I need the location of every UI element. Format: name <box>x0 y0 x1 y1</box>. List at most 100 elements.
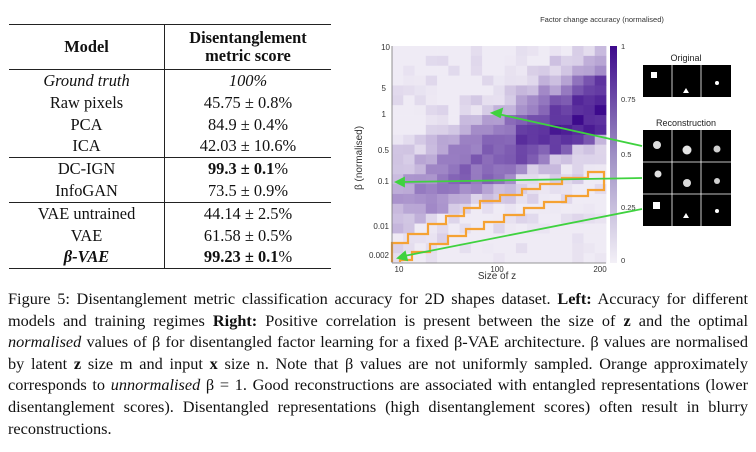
heatmap-cell <box>414 174 427 185</box>
heatmap-cell <box>493 124 506 136</box>
heatmap-cell <box>515 105 528 116</box>
colorbar-title: Factor change accuracy (normalised) <box>540 15 664 24</box>
heatmap-cell <box>527 223 539 234</box>
heatmap-cell <box>403 75 415 86</box>
heatmap-cell <box>425 115 438 126</box>
heatmap-cells <box>392 46 607 264</box>
heatmap-cell <box>493 115 506 126</box>
heatmap-cell <box>549 124 562 136</box>
y-tick-label: 5 <box>382 84 387 93</box>
heatmap-cell <box>482 55 494 67</box>
heatmap-cell <box>470 233 483 244</box>
heatmap-cell <box>493 164 506 175</box>
heatmap-cell <box>425 193 438 205</box>
heatmap-cell <box>572 164 584 175</box>
heatmap-cell <box>493 213 506 224</box>
recon-square <box>653 202 660 209</box>
heatmap-cell <box>437 75 449 86</box>
heatmap-cell <box>470 95 483 106</box>
heatmap-cell <box>470 85 483 96</box>
heatmap-cell <box>583 233 596 244</box>
heatmap-cell <box>583 164 596 175</box>
heatmap-cell <box>459 95 472 106</box>
heatmap-cell <box>504 223 517 234</box>
heatmap-cell <box>448 55 460 67</box>
heatmap-cell <box>470 124 483 136</box>
heatmap-cell <box>515 85 528 96</box>
heatmap-cell <box>594 243 607 254</box>
recon-ellipse <box>715 209 719 213</box>
y-tick-label: 1 <box>382 110 387 119</box>
heatmap-cell <box>538 154 551 165</box>
heatmap-cell <box>448 124 460 136</box>
heatmap-cell <box>504 124 517 136</box>
heatmap-cell <box>392 233 404 244</box>
heatmap-cell <box>527 134 539 146</box>
heatmap-cell <box>527 46 539 57</box>
heatmap-cell <box>392 203 404 215</box>
blur-blob <box>683 179 691 187</box>
heatmap-cell <box>504 65 517 76</box>
heatmap-cell <box>504 134 517 146</box>
heatmap-cell <box>425 134 438 146</box>
heatmap-cell <box>504 193 517 205</box>
heatmap-cell <box>583 154 596 165</box>
heatmap-cell <box>403 134 415 146</box>
heatmap-cell <box>515 213 528 224</box>
heatmap-cell <box>560 144 573 155</box>
heatmap-cell <box>425 95 438 106</box>
heatmap-cell <box>583 55 596 67</box>
heatmap-cell <box>504 144 517 155</box>
heatmap-cell <box>549 203 562 215</box>
heatmap-cell <box>504 115 517 126</box>
heatmap-cell <box>482 115 494 126</box>
original-panel-label: Original <box>670 53 701 63</box>
heatmap-cell <box>482 65 494 76</box>
heatmap-cell <box>493 55 506 67</box>
heatmap-cell <box>414 233 427 244</box>
heatmap-cell <box>583 134 596 146</box>
heatmap-cell <box>425 154 438 165</box>
heatmap-cell <box>527 213 539 224</box>
heatmap-cell <box>504 75 517 86</box>
heatmap-cell <box>572 85 584 96</box>
heatmap-cell <box>470 174 483 185</box>
heatmap-cell <box>437 95 449 106</box>
heatmap-cell <box>594 164 607 175</box>
heatmap-cell <box>414 46 427 57</box>
heatmap-cell <box>515 164 528 175</box>
heatmap-cell <box>560 203 573 215</box>
heatmap-cell <box>493 243 506 254</box>
heatmap-cell <box>504 55 517 67</box>
heatmap-cell <box>572 65 584 76</box>
row-model: Raw pixels <box>9 91 165 114</box>
heatmap-cell <box>425 203 438 215</box>
heatmap-cell <box>594 85 607 96</box>
heatmap-cell <box>414 144 427 155</box>
heatmap-cell <box>482 223 494 234</box>
heatmap-cell <box>425 124 438 136</box>
heatmap-cell <box>403 174 415 185</box>
heatmap-cell <box>437 193 449 205</box>
heatmap-cell <box>392 243 404 254</box>
heatmap-cell <box>549 115 562 126</box>
row-score: 44.14 ± 2.5% <box>164 201 331 225</box>
heatmap-cell <box>414 203 427 215</box>
arrow-line <box>403 208 643 257</box>
heatmap-cell <box>448 95 460 106</box>
heatmap-cell <box>560 233 573 244</box>
heatmap-cell <box>583 85 596 96</box>
heatmap-cell <box>459 184 472 195</box>
heatmap-cell <box>459 213 472 224</box>
heatmap-cell <box>549 85 562 96</box>
heatmap-cell <box>414 193 427 205</box>
heatmap-cell <box>448 203 460 215</box>
heatmap-cell <box>504 243 517 254</box>
heatmap-cell <box>594 233 607 244</box>
green-arrows <box>393 107 643 262</box>
heatmap-cell <box>425 164 438 175</box>
heatmap-cell <box>403 193 415 205</box>
heatmap-cell <box>527 75 539 86</box>
heatmap-cell <box>594 223 607 234</box>
heatmap-cell <box>504 95 517 106</box>
